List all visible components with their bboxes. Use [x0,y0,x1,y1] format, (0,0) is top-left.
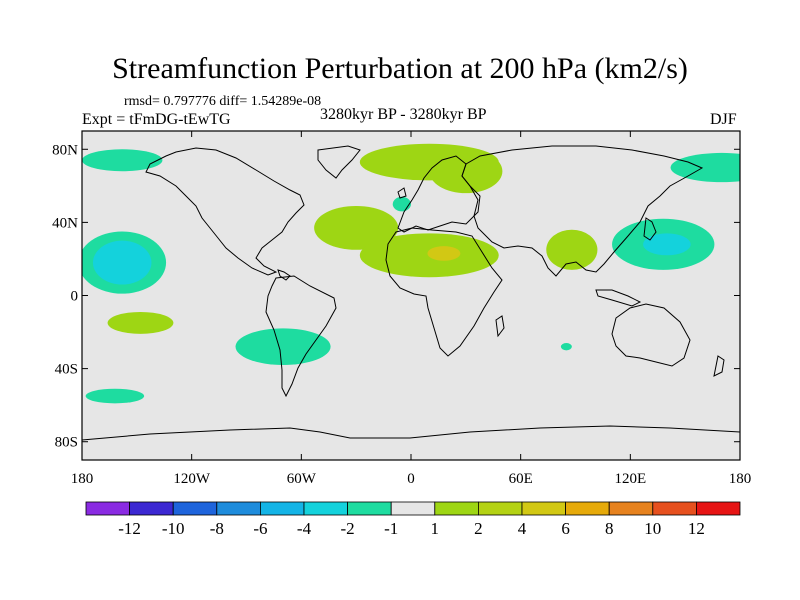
colorbar-swatch [259,501,305,516]
madagascar-coast [495,315,505,338]
antarctica-coast [82,425,740,441]
anomaly-southern-ocean-negative [85,388,145,404]
colorbar-label: 4 [518,519,527,538]
map-title: Streamfunction Perturbation at 200 hPa (… [112,52,688,85]
colorbar-label: 2 [474,519,483,538]
colorbar-swatch [390,501,436,516]
anomaly-scandinavia-positive [429,149,503,194]
anomaly-south-pacific-positive [107,311,174,334]
colorbar-swatch [172,501,218,516]
australia-coast [611,303,691,367]
colorbar-swatch [477,501,523,516]
colorbar-label: 8 [605,519,614,538]
rmsd-stats: rmsd= 0.797776 diff= 1.54289e-08 [124,94,322,109]
coastlines [82,145,740,441]
colorbar-label: -4 [297,519,312,538]
lat-tick-label: 0 [71,289,79,305]
lat-tick-label: 80S [55,435,78,451]
colorbar-swatch [129,501,174,516]
colorbar-label: -10 [162,519,185,538]
indonesia-coast [595,289,642,307]
new-zealand-coast [713,355,725,377]
lon-tick-label: 60E [509,471,533,487]
colorbar-swatch [303,501,348,516]
colorbar-swatch [608,501,654,516]
colorbar-label: 10 [644,519,661,538]
lon-tick-label: 0 [407,471,415,487]
colorbar-swatch [565,501,610,516]
colorbar-label: -2 [341,519,355,538]
experiment-label: Expt = tFmDG-tEwTG [82,111,231,128]
colorbar-label: -1 [384,519,398,538]
colorbar-label: 12 [688,519,705,538]
colorbar-label: 6 [561,519,570,538]
colorbar-label: -12 [118,519,141,538]
africa-coast [385,227,503,357]
lon-tick-label: 180 [729,471,752,487]
north-america-coast [145,147,305,276]
anomaly-sahara-core-positive [427,246,461,261]
greenland-coast [317,145,361,179]
anomaly-arctic-pacific-negative [82,149,163,172]
lat-tick-label: 80N [52,142,78,158]
lat-tick-label: 40S [55,362,78,378]
lon-tick-label: 120E [614,471,646,487]
colorbar-swatch [216,501,261,516]
colorbar-label: -8 [210,519,224,538]
colorbar-swatch [434,501,479,516]
anomaly-japan-core-negative [643,233,691,256]
period-label: 3280kyr BP - 3280kyr BP [320,106,487,123]
colorbar-label: 1 [431,519,440,538]
colorbar: -12 -10 -8 -6 -4 -2 -1 1 2 4 6 8 10 12 [85,501,741,538]
british-isles-coast [397,187,407,199]
lat-tick-label: 40N [52,215,78,231]
colorbar-label: -6 [253,519,267,538]
lon-tick-label: 60W [287,471,317,487]
anomaly-india-positive [546,229,598,270]
colorbar-swatch [347,501,392,516]
lon-tick-label: 120W [173,471,211,487]
axis-ticks: 80N 40N 0 40S 80S 180 120W 60W 0 60E 120E 180 [52,131,751,487]
colorbar-swatch [696,501,741,516]
japan-coast [643,217,657,241]
colorbar-swatch [521,501,566,516]
colorbar-swatch [85,501,130,516]
anomaly-south-america-negative [235,328,331,365]
season-label: DJF [710,111,737,128]
anomaly-north-atlantic-positive [314,205,399,250]
map-background [82,131,740,460]
lon-tick-label: 180 [71,471,94,487]
anomaly-north-sea-negative [392,196,411,212]
caribbean-coast [277,269,291,281]
anomaly-north-pacific-core-negative [92,240,152,285]
anomaly-arctic-east-negative [670,152,740,183]
anomaly-indian-ocean-negative [560,343,572,351]
south-america-coast [265,275,337,398]
asia-coast [461,145,704,277]
colorbar-swatch [652,501,697,516]
